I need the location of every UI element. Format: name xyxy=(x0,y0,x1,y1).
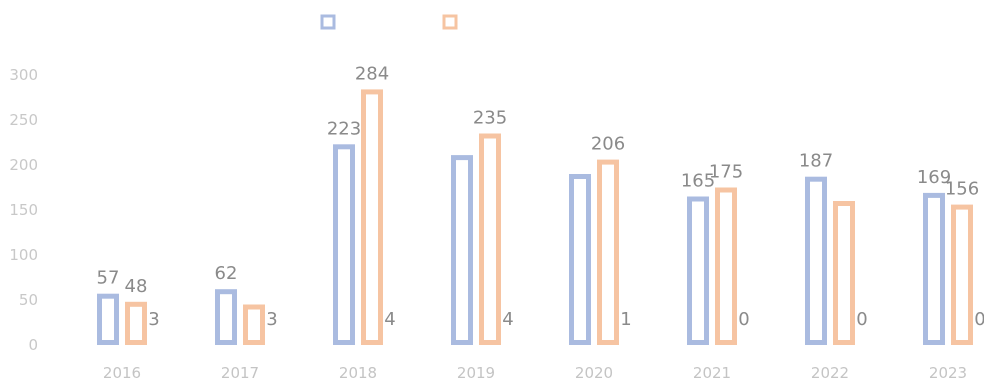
y-tick-label: 250 xyxy=(9,111,38,129)
legend-marker xyxy=(320,14,336,30)
bar xyxy=(333,144,355,345)
bar xyxy=(215,289,237,346)
data-label: 284 xyxy=(355,63,389,84)
data-label: 223 xyxy=(327,118,361,139)
bar xyxy=(361,89,383,346)
bar xyxy=(687,196,709,345)
x-tick-label: 2018 xyxy=(339,364,377,382)
y-tick-label: 0 xyxy=(28,336,38,354)
x-tick-label: 2023 xyxy=(929,364,967,382)
y-tick-label: 50 xyxy=(19,291,38,309)
extra-value-label: 0 xyxy=(738,309,749,330)
y-tick-label: 100 xyxy=(9,246,38,264)
extra-value-label: 0 xyxy=(856,309,867,330)
bar xyxy=(125,301,147,345)
extra-value-label: 0 xyxy=(974,309,984,330)
extra-value-label: 3 xyxy=(266,309,277,330)
bar xyxy=(833,201,855,345)
y-tick-label: 200 xyxy=(9,156,38,174)
data-label: 156 xyxy=(945,179,979,200)
bar xyxy=(243,304,265,345)
bar xyxy=(569,174,591,345)
data-label: 57 xyxy=(97,268,120,289)
x-tick-label: 2021 xyxy=(693,364,731,382)
data-label: 169 xyxy=(917,167,951,188)
extra-value-label: 4 xyxy=(384,309,395,330)
bar xyxy=(715,187,737,345)
bar xyxy=(97,293,119,346)
data-label: 206 xyxy=(591,134,625,155)
bar xyxy=(479,133,501,345)
bar xyxy=(951,204,973,345)
data-label: 48 xyxy=(125,276,148,297)
extra-value-label: 1 xyxy=(620,309,631,330)
data-label: 187 xyxy=(799,151,833,172)
data-label: 175 xyxy=(709,162,743,183)
x-tick-label: 2022 xyxy=(811,364,849,382)
bar xyxy=(451,155,473,345)
extra-value-label: 3 xyxy=(148,309,159,330)
data-label: 62 xyxy=(215,263,238,284)
x-tick-label: 2017 xyxy=(221,364,259,382)
y-tick-label: 150 xyxy=(9,201,38,219)
data-label: 235 xyxy=(473,108,507,129)
bar xyxy=(597,159,619,345)
data-label: 165 xyxy=(681,171,715,192)
x-tick-label: 2016 xyxy=(103,364,141,382)
bar xyxy=(923,192,945,345)
bar xyxy=(805,176,827,345)
x-tick-label: 2020 xyxy=(575,364,613,382)
legend-marker xyxy=(442,14,458,30)
extra-value-label: 4 xyxy=(502,309,513,330)
x-tick-label: 2019 xyxy=(457,364,495,382)
y-tick-label: 300 xyxy=(9,66,38,84)
